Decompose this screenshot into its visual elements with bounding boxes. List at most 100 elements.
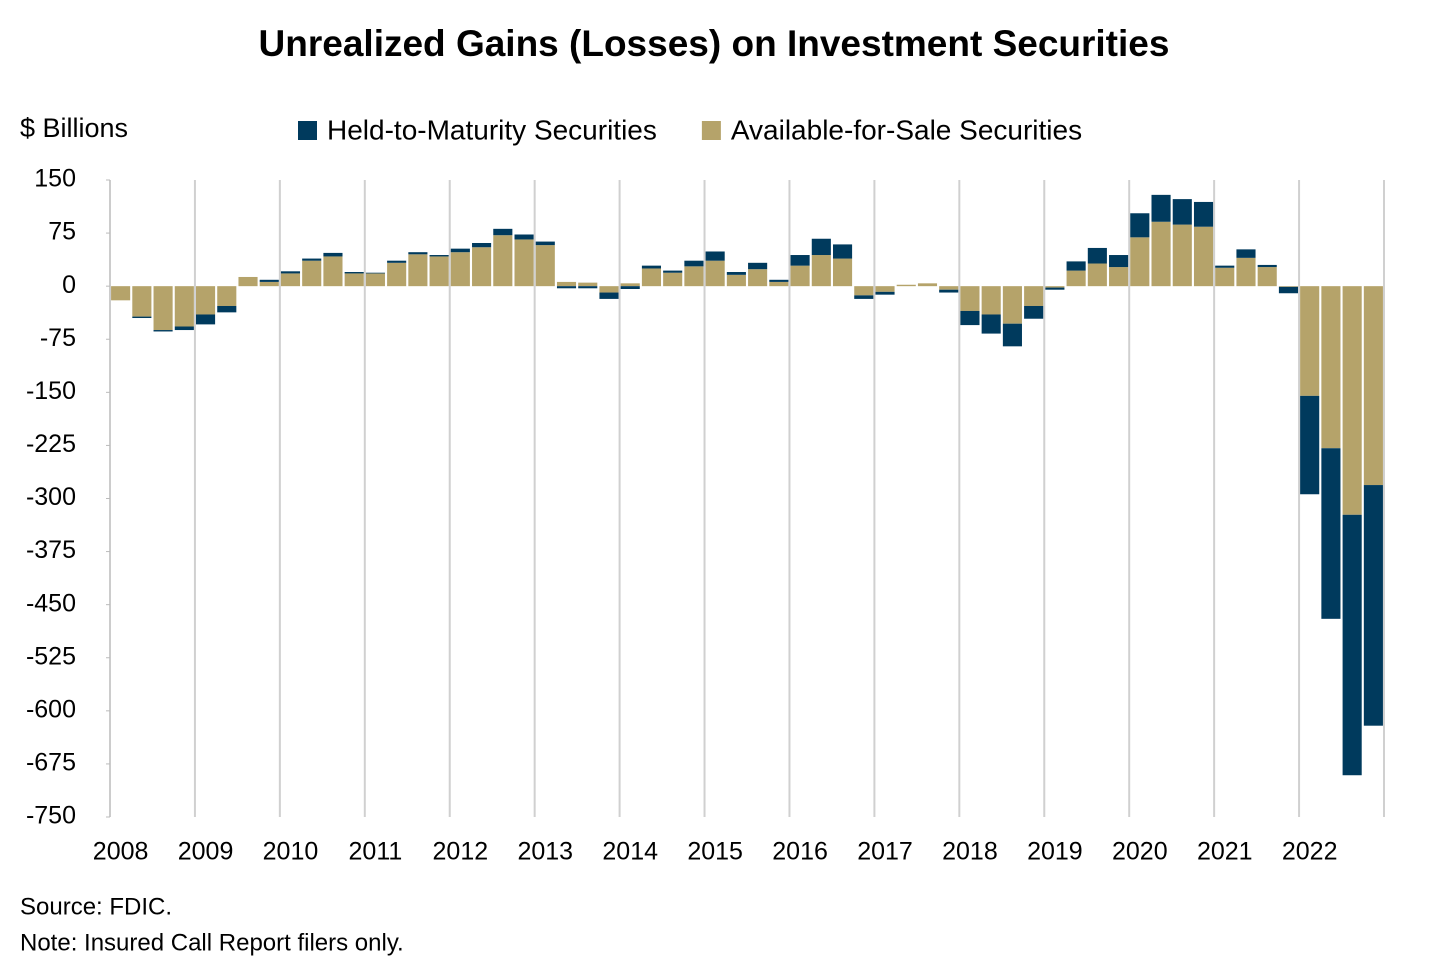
y-axis-label: $ Billions (20, 113, 128, 143)
bar-segment (726, 274, 746, 287)
bar-segment (854, 286, 874, 296)
y-tick-label: 150 (34, 165, 76, 193)
bar-segment (578, 286, 598, 289)
bar-segment (259, 281, 279, 287)
x-tick-label: 2015 (687, 838, 743, 866)
bar-segment (1130, 237, 1150, 287)
bar-segment (174, 286, 194, 327)
bar-segment (535, 245, 555, 287)
bar-segment (1300, 395, 1320, 495)
x-tick-label: 2021 (1197, 838, 1253, 866)
bar-segment (790, 255, 810, 266)
bar-segment (1024, 305, 1044, 319)
bar-segment (238, 276, 258, 287)
bar-segment (875, 286, 895, 292)
bar-segment (1130, 213, 1150, 238)
y-tick-label: -675 (26, 749, 76, 777)
bar-segment (960, 310, 980, 326)
bar-segment (280, 273, 301, 287)
bar-segment (1024, 286, 1044, 306)
bar-segment (1172, 199, 1192, 225)
bar-segment (1257, 264, 1277, 268)
bar-segment (1300, 286, 1320, 396)
bar-segment (429, 255, 449, 257)
legend-swatch (701, 121, 721, 140)
bar-segment (450, 252, 470, 287)
bar-segment (641, 268, 662, 287)
bar-segment (472, 247, 492, 287)
bar-segment (896, 284, 916, 287)
bar-segment (1236, 249, 1256, 258)
bar-segment (769, 281, 789, 287)
bar-segment (365, 272, 385, 274)
bar-segment (1066, 261, 1086, 271)
bar-segment (302, 258, 322, 261)
bar-segment (790, 265, 810, 287)
bar-segment (493, 235, 513, 287)
bar-segment (748, 269, 768, 287)
bar-segment (1278, 286, 1299, 294)
bar-segment (556, 286, 577, 289)
bar-segment (875, 291, 895, 295)
bar-segment (302, 260, 322, 287)
bar-segment (811, 238, 831, 256)
bar-segment (556, 281, 577, 287)
bar-segment (1045, 287, 1065, 290)
x-tick-label: 2014 (602, 838, 658, 866)
bar-segment (195, 314, 216, 325)
bar-segment (1109, 255, 1129, 268)
bar-segment (344, 272, 364, 274)
x-tick-label: 2008 (93, 838, 149, 866)
bar-segment (663, 272, 683, 287)
x-tick-label: 2013 (517, 838, 573, 866)
bar-segment (1087, 247, 1107, 264)
bar-segment (344, 273, 364, 287)
bar-segment (832, 258, 853, 287)
x-tick-label: 2016 (772, 838, 828, 866)
bar-segment (1236, 257, 1256, 287)
bar-segment (832, 244, 853, 259)
bar-segment (960, 286, 980, 311)
bar-segment (917, 283, 938, 287)
bar-segment (1151, 221, 1171, 287)
bar-segment (217, 286, 237, 306)
bar-segment (153, 330, 173, 332)
bar-segment (153, 286, 173, 331)
bar-segment (684, 266, 704, 287)
x-tick-label: 2022 (1282, 838, 1338, 866)
bar-segment (620, 283, 640, 287)
bar-segment (1215, 267, 1235, 287)
y-tick-label: -300 (26, 483, 76, 511)
bar-segment (132, 316, 152, 319)
bar-segment (493, 228, 513, 236)
bar-segment (1342, 286, 1362, 515)
legend-label: Available-for-Sale Securities (731, 114, 1082, 145)
bar-segment (599, 292, 619, 299)
bar-segment (981, 286, 1001, 315)
bar-segment (726, 272, 746, 275)
y-tick-label: -75 (40, 324, 76, 352)
bar-segment (1363, 485, 1383, 726)
bar-segment (1151, 194, 1171, 222)
bar-segment (854, 295, 874, 299)
y-tick-label: 0 (62, 271, 76, 299)
bar-segment (1193, 201, 1214, 227)
bar-segment (217, 305, 237, 313)
bar-segment (1045, 286, 1065, 288)
bar-segment (620, 286, 640, 289)
y-tick-label: -375 (26, 536, 76, 564)
legend-swatch (298, 121, 317, 140)
bar-segment (429, 256, 449, 287)
bar-segment (1193, 226, 1214, 287)
x-tick-label: 2012 (433, 838, 489, 866)
bar-segment (748, 262, 768, 270)
bar-segment (1002, 286, 1022, 324)
bar-segment (514, 239, 534, 287)
x-tick-label: 2017 (857, 838, 913, 866)
bar-segment (939, 286, 959, 290)
x-tick-label: 2010 (263, 838, 319, 866)
bar-segment (981, 314, 1001, 334)
legend-label: Held-to-Maturity Securities (327, 114, 657, 145)
bar-segment (111, 286, 131, 301)
